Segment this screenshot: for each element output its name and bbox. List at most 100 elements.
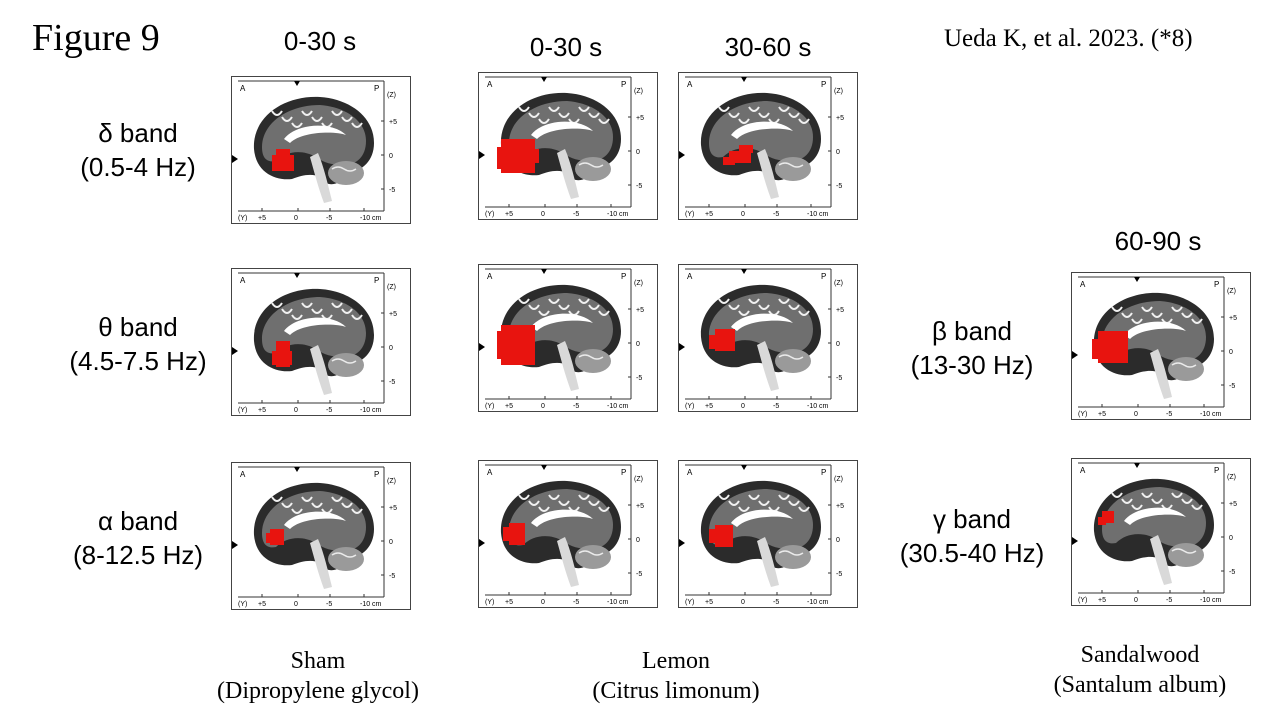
z-tick-label: +5 (636, 503, 644, 510)
z-tick-label: 0 (389, 539, 393, 546)
brain-sagittal-image (700, 92, 821, 199)
band-label-gamma: γ band (30.5-40 Hz) (872, 502, 1072, 570)
y-tick-label: +5 (1098, 597, 1106, 604)
z-tick-label: 0 (636, 341, 640, 348)
z-axis-label: (Z) (387, 92, 396, 99)
z-tick-label: +5 (836, 503, 844, 510)
citation: Ueda K, et al. 2023. (*8) (944, 25, 1193, 52)
brain-panel-svg: A P (Z) +5 0 -5 (Y) +5 0 -5 -10 cm (232, 272, 397, 414)
group-label-lemon: Lemon (Citrus limonum) (546, 646, 806, 706)
left-marker (232, 541, 238, 549)
band-label-theta: θ band (4.5-7.5 Hz) (38, 310, 238, 378)
z-tick-label: +5 (636, 307, 644, 314)
group-name: Lemon (642, 648, 710, 674)
y-tick-label: 0 (1134, 597, 1138, 604)
corner-label-a: A (487, 468, 493, 477)
activation-region (266, 533, 276, 543)
z-axis-label: (Z) (634, 280, 643, 287)
brain-panel-sham-alpha: A P (Z) +5 0 -5 (Y) +5 0 -5 -10 cm (231, 462, 411, 610)
z-tick-label: 0 (1229, 535, 1233, 542)
time-label-lemon-30-60: 30-60 s (724, 32, 812, 62)
y-tick-label: +5 (705, 211, 713, 218)
band-name: β band (931, 316, 1013, 346)
y-tick-label: -5 (1166, 597, 1172, 604)
activation-region (709, 335, 719, 349)
band-name: θ band (98, 312, 178, 342)
activation-region (1098, 517, 1106, 525)
time-label-sandalwood: 60-90 s (1114, 226, 1202, 256)
brain-panel-lemon-0-30-delta: A P (Z) +5 0 -5 (Y) +5 0 -5 -10 cm (478, 72, 658, 220)
y-tick-label: 0 (294, 407, 298, 414)
z-axis-label: (Z) (834, 280, 843, 287)
group-detail: (Citrus limonum) (592, 678, 760, 704)
corner-label-p: P (621, 468, 626, 477)
top-marker (541, 465, 547, 470)
brain-panel-svg: A P (Z) +5 0 -5 (Y) +5 0 -5 -10 cm (679, 268, 844, 410)
z-axis-label: (Z) (634, 476, 643, 483)
brain-panel-svg: A P (Z) +5 0 -5 (Y) +5 0 -5 -10 cm (479, 464, 644, 606)
z-tick-label: +5 (836, 307, 844, 314)
y-tick-label: -10 cm (807, 403, 829, 410)
corner-label-p: P (1214, 466, 1219, 475)
top-marker (741, 77, 747, 82)
top-marker (541, 269, 547, 274)
y-tick-label: +5 (705, 403, 713, 410)
z-tick-label: +5 (1229, 315, 1237, 322)
z-tick-label: -5 (636, 571, 642, 578)
top-marker (741, 269, 747, 274)
z-axis-label: (Z) (1227, 288, 1236, 295)
brain-panel-svg: A P (Z) +5 0 -5 (Y) +5 0 -5 -10 cm (232, 466, 397, 608)
band-range: (30.5-40 Hz) (899, 538, 1045, 568)
y-tick-label: -10 cm (807, 599, 829, 606)
corner-label-a: A (687, 80, 693, 89)
y-tick-label: -5 (326, 215, 332, 222)
left-marker (479, 343, 485, 351)
brain-panel-lemon-0-30-theta: A P (Z) +5 0 -5 (Y) +5 0 -5 -10 cm (478, 264, 658, 412)
y-tick-label: +5 (1098, 411, 1106, 418)
y-tick-label: -10 cm (807, 211, 829, 218)
activation-region (501, 325, 535, 365)
corner-label-p: P (821, 468, 826, 477)
corner-label-p: P (374, 84, 379, 93)
z-axis-label: (Z) (387, 284, 396, 291)
z-tick-label: -5 (1229, 383, 1235, 390)
left-marker (679, 343, 685, 351)
brain-sagittal-image (253, 288, 374, 395)
z-tick-label: 0 (636, 149, 640, 156)
z-tick-label: 0 (836, 537, 840, 544)
z-tick-label: -5 (836, 183, 842, 190)
z-tick-label: +5 (389, 311, 397, 318)
y-axis-label: (Y) (685, 599, 694, 606)
y-tick-label: -10 cm (607, 211, 629, 218)
brain-panel-svg: A P (Z) +5 0 -5 (Y) +5 0 -5 -10 cm (479, 76, 644, 218)
brain-panel-sham-theta: A P (Z) +5 0 -5 (Y) +5 0 -5 -10 cm (231, 268, 411, 416)
y-axis-label: (Y) (485, 403, 494, 410)
y-tick-label: -5 (773, 403, 779, 410)
z-axis-label: (Z) (834, 476, 843, 483)
y-tick-label: +5 (258, 601, 266, 608)
z-tick-label: +5 (1229, 501, 1237, 508)
y-tick-label: +5 (258, 215, 266, 222)
y-tick-label: 0 (541, 599, 545, 606)
y-tick-label: -10 cm (607, 403, 629, 410)
z-tick-label: -5 (1229, 569, 1235, 576)
y-tick-label: -5 (573, 211, 579, 218)
top-marker (1134, 277, 1140, 282)
top-marker (741, 465, 747, 470)
brain-panel-lemon-30-60-delta: A P (Z) +5 0 -5 (Y) +5 0 -5 -10 cm (678, 72, 858, 220)
y-axis-label: (Y) (685, 403, 694, 410)
y-tick-label: -10 cm (1200, 597, 1222, 604)
z-tick-label: -5 (836, 375, 842, 382)
corner-label-a: A (240, 84, 246, 93)
activation-region (497, 147, 507, 169)
brain-panel-svg: A P (Z) +5 0 -5 (Y) +5 0 -5 -10 cm (1072, 276, 1237, 418)
y-tick-label: -5 (573, 403, 579, 410)
activation-region (497, 331, 505, 359)
corner-label-p: P (1214, 280, 1219, 289)
y-tick-label: 0 (541, 403, 545, 410)
z-tick-label: -5 (389, 187, 395, 194)
z-tick-label: +5 (389, 505, 397, 512)
time-label-sham: 0-30 s (283, 26, 357, 56)
left-marker (679, 539, 685, 547)
z-tick-label: 0 (836, 341, 840, 348)
